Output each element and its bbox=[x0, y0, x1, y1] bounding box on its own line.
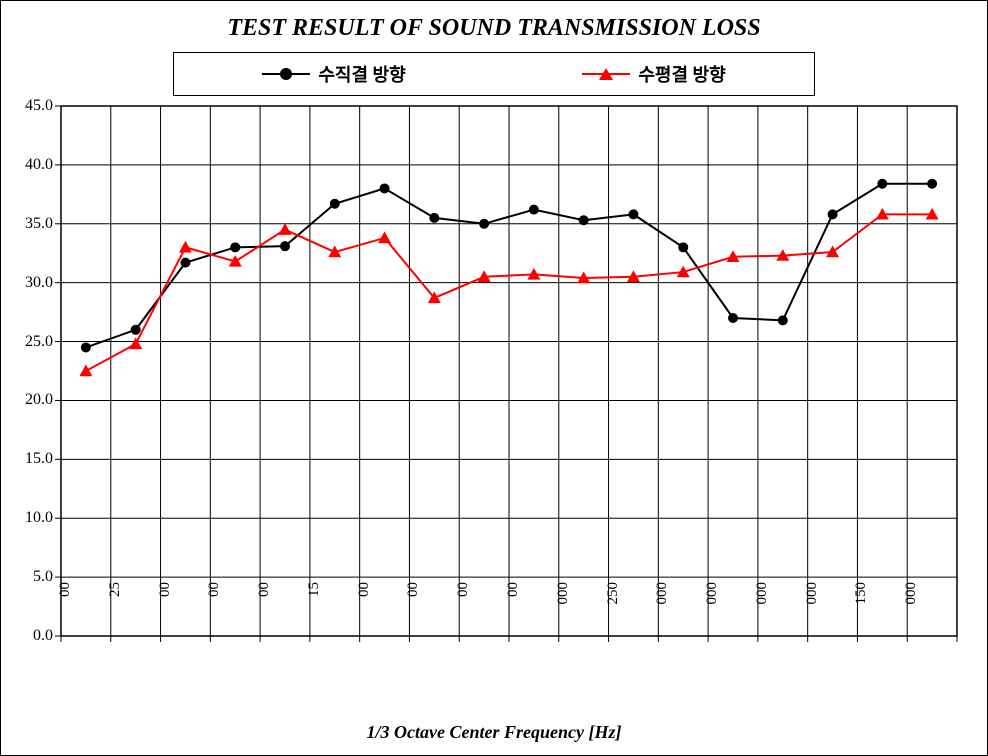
legend-marker-1 bbox=[582, 64, 630, 84]
x-tick-label: 00 bbox=[356, 582, 373, 642]
y-tick-label: 40.0 bbox=[25, 156, 61, 174]
y-tick-label: 20.0 bbox=[25, 391, 61, 409]
x-tick-label: 150 bbox=[853, 582, 870, 642]
x-tick-label: 00 bbox=[455, 582, 472, 642]
x-tick-label: 000 bbox=[754, 582, 771, 642]
x-tick-label: 00 bbox=[505, 582, 522, 642]
x-tick-label: 000 bbox=[654, 582, 671, 642]
y-tick-label: 15.0 bbox=[25, 450, 61, 468]
chart-title: TEST RESULT OF SOUND TRANSMISSION LOSS bbox=[1, 1, 987, 52]
circle-icon bbox=[279, 67, 293, 81]
x-tick-label: 000 bbox=[804, 582, 821, 642]
legend: 수직결 방향 수평결 방향 bbox=[173, 52, 815, 96]
y-tick-label: 30.0 bbox=[25, 274, 61, 292]
y-tick-label: 45.0 bbox=[25, 97, 61, 115]
y-tick-label: 10.0 bbox=[25, 509, 61, 527]
x-tick-label: 000 bbox=[555, 582, 572, 642]
x-axis-title: 1/3 Octave Center Frequency [Hz] bbox=[1, 722, 987, 743]
y-tick-label: 25.0 bbox=[25, 333, 61, 351]
x-tick-label: 00 bbox=[256, 582, 273, 642]
x-tick-label: 00 bbox=[206, 582, 223, 642]
legend-label-1: 수평결 방향 bbox=[638, 61, 725, 87]
plot-area bbox=[61, 106, 957, 636]
plot-wrap: 0.05.010.015.020.025.030.035.040.045.0 0… bbox=[61, 106, 957, 636]
triangle-icon bbox=[598, 67, 614, 81]
x-tick-label: 15 bbox=[306, 582, 323, 642]
x-tick-label: 00 bbox=[57, 582, 74, 642]
legend-label-0: 수직결 방향 bbox=[318, 61, 405, 87]
legend-item-1: 수평결 방향 bbox=[582, 61, 725, 87]
x-tick-label: 00 bbox=[157, 582, 174, 642]
y-tick-label: 35.0 bbox=[25, 215, 61, 233]
legend-item-0: 수직결 방향 bbox=[262, 61, 405, 87]
x-tick-label: 25 bbox=[107, 582, 124, 642]
x-tick-label: 000 bbox=[704, 582, 721, 642]
chart-container: TEST RESULT OF SOUND TRANSMISSION LOSS 수… bbox=[0, 0, 988, 756]
x-tick-label: 250 bbox=[605, 582, 622, 642]
legend-marker-0 bbox=[262, 64, 310, 84]
x-tick-label: 00 bbox=[405, 582, 422, 642]
x-tick-label: 000 bbox=[903, 582, 920, 642]
